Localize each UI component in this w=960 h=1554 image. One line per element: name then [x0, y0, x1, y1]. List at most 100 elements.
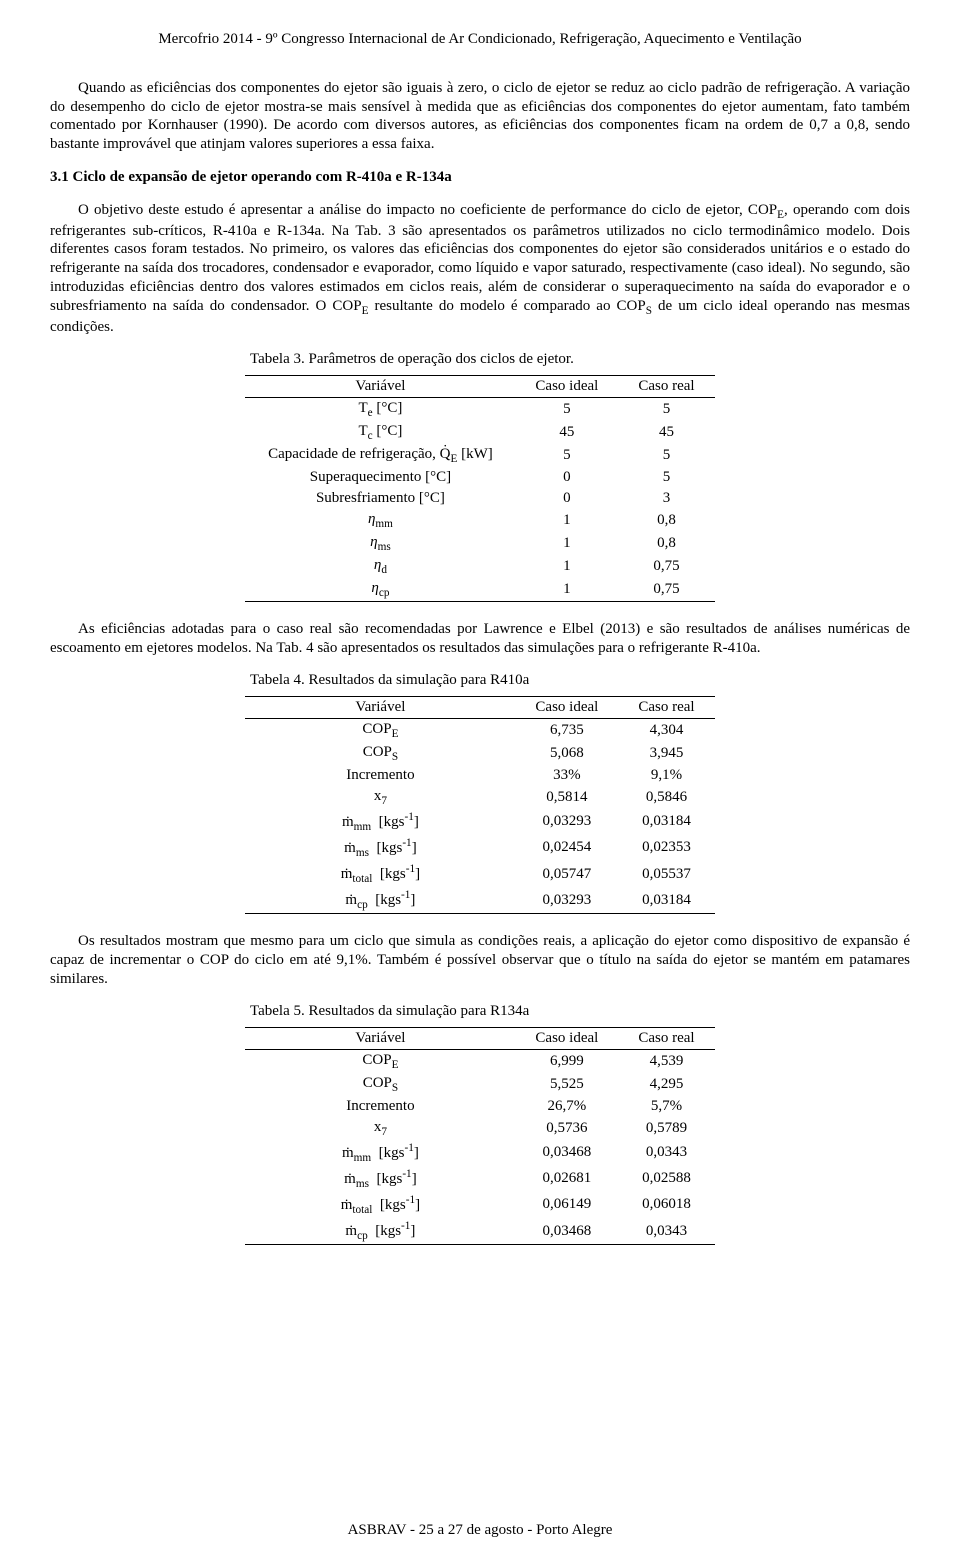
page-header: Mercofrio 2014 - 9º Congresso Internacio…: [50, 30, 910, 49]
table-row: ṁcp [kgs-1]0,032930,03184: [245, 887, 714, 914]
table-cell-real: 4,295: [618, 1073, 714, 1096]
table-cell-ideal: 1: [515, 532, 618, 555]
table5-caption: Tabela 5. Resultados da simulação para R…: [250, 1002, 910, 1021]
table-cell-ideal: 0: [515, 467, 618, 488]
table5-body: COPE6,9994,539COPS5,5254,295Incremento26…: [245, 1049, 714, 1244]
table-cell-ideal: 6,999: [515, 1049, 618, 1073]
table-row: ṁmm [kgs-1]0,034680,0343: [245, 1140, 714, 1166]
table-cell-var: ṁcp [kgs-1]: [245, 887, 515, 914]
table-cell-ideal: 45: [515, 421, 618, 444]
table-row: x70,58140,5846: [245, 786, 714, 809]
table-cell-ideal: 5,525: [515, 1073, 618, 1096]
table-cell-var: ṁms [kgs-1]: [245, 835, 515, 861]
table5-h3: Caso real: [618, 1028, 714, 1050]
table-cell-var: ṁmm [kgs-1]: [245, 809, 515, 835]
table-cell-ideal: 1: [515, 578, 618, 602]
table-cell-real: 0,0343: [618, 1140, 714, 1166]
table3-head: Variável Caso ideal Caso real: [245, 376, 714, 398]
paragraph-2: O objetivo deste estudo é apresentar a a…: [50, 201, 910, 337]
table-row: Incremento26,7%5,7%: [245, 1096, 714, 1117]
table-cell-real: 3,945: [618, 742, 714, 765]
table-cell-real: 5: [618, 397, 714, 421]
table-cell-ideal: 0,02681: [515, 1166, 618, 1192]
table-row: ṁmm [kgs-1]0,032930,03184: [245, 809, 714, 835]
table5: Variável Caso ideal Caso real COPE6,9994…: [245, 1027, 714, 1245]
table-cell-ideal: 0,06149: [515, 1192, 618, 1218]
section-title: 3.1 Ciclo de expansão de ejetor operando…: [50, 168, 910, 187]
table-cell-var: ηd: [245, 555, 515, 578]
table4-h3: Caso real: [618, 697, 714, 719]
table-cell-var: Capacidade de refrigeração, Q̇E [kW]: [245, 444, 515, 467]
table-cell-real: 4,304: [618, 718, 714, 742]
table-cell-var: x7: [245, 1117, 515, 1140]
table-cell-ideal: 0,03293: [515, 887, 618, 914]
paragraph-3: As eficiências adotadas para o caso real…: [50, 620, 910, 658]
table-row: ηmm10,8: [245, 509, 714, 532]
table-cell-real: 5: [618, 467, 714, 488]
sub-e: E: [777, 209, 784, 221]
table-cell-real: 0,8: [618, 509, 714, 532]
table-cell-ideal: 1: [515, 555, 618, 578]
table-cell-real: 0,8: [618, 532, 714, 555]
table3-h3: Caso real: [618, 376, 714, 398]
table-row: Capacidade de refrigeração, Q̇E [kW]55: [245, 444, 714, 467]
table-cell-var: ṁtotal [kgs-1]: [245, 861, 515, 887]
table-cell-real: 0,5789: [618, 1117, 714, 1140]
table3-caption: Tabela 3. Parâmetros de operação dos cic…: [250, 350, 910, 369]
table-cell-var: COPE: [245, 718, 515, 742]
table3-h1: Variável: [245, 376, 515, 398]
table-row: COPS5,0683,945: [245, 742, 714, 765]
table-row: Te [°C]55: [245, 397, 714, 421]
table-cell-var: COPS: [245, 742, 515, 765]
page-footer: ASBRAV - 25 a 27 de agosto - Porto Alegr…: [0, 1521, 960, 1540]
table4-h2: Caso ideal: [515, 697, 618, 719]
table-cell-real: 5: [618, 444, 714, 467]
table5-h1: Variável: [245, 1028, 515, 1050]
table-cell-var: ṁtotal [kgs-1]: [245, 1192, 515, 1218]
table-cell-ideal: 0,02454: [515, 835, 618, 861]
table4-caption: Tabela 4. Resultados da simulação para R…: [250, 671, 910, 690]
table-cell-ideal: 5: [515, 444, 618, 467]
table-cell-real: 0,5846: [618, 786, 714, 809]
table-cell-real: 5,7%: [618, 1096, 714, 1117]
table-cell-var: x7: [245, 786, 515, 809]
table-row: COPS5,5254,295: [245, 1073, 714, 1096]
table-cell-ideal: 0: [515, 488, 618, 509]
table-cell-ideal: 5,068: [515, 742, 618, 765]
table-cell-real: 3: [618, 488, 714, 509]
table-cell-real: 0,03184: [618, 809, 714, 835]
table-row: x70,57360,5789: [245, 1117, 714, 1140]
table4: Variável Caso ideal Caso real COPE6,7354…: [245, 696, 714, 914]
table-row: ṁms [kgs-1]0,024540,02353: [245, 835, 714, 861]
table-cell-ideal: 33%: [515, 765, 618, 786]
table-cell-var: Te [°C]: [245, 397, 515, 421]
table-cell-var: ηcp: [245, 578, 515, 602]
table-row: ṁtotal [kgs-1]0,061490,06018: [245, 1192, 714, 1218]
table-row: Incremento33%9,1%: [245, 765, 714, 786]
table-row: Subresfriamento [°C]03: [245, 488, 714, 509]
table-cell-ideal: 0,03468: [515, 1140, 618, 1166]
table-row: ṁcp [kgs-1]0,034680,0343: [245, 1218, 714, 1245]
table-row: ṁms [kgs-1]0,026810,02588: [245, 1166, 714, 1192]
table-cell-var: ṁms [kgs-1]: [245, 1166, 515, 1192]
table-row: ηcp10,75: [245, 578, 714, 602]
table-cell-var: ṁmm [kgs-1]: [245, 1140, 515, 1166]
table-cell-real: 45: [618, 421, 714, 444]
table4-body: COPE6,7354,304COPS5,0683,945Incremento33…: [245, 718, 714, 913]
table-cell-ideal: 5: [515, 397, 618, 421]
table-cell-real: 0,0343: [618, 1218, 714, 1245]
table-row: Superaquecimento [°C]05: [245, 467, 714, 488]
table-row: ṁtotal [kgs-1]0,057470,05537: [245, 861, 714, 887]
table-cell-var: ηmm: [245, 509, 515, 532]
table-cell-var: Superaquecimento [°C]: [245, 467, 515, 488]
table3-body: Te [°C]55Tc [°C]4545Capacidade de refrig…: [245, 397, 714, 601]
table-cell-real: 0,02353: [618, 835, 714, 861]
table5-h2: Caso ideal: [515, 1028, 618, 1050]
table-cell-var: ηms: [245, 532, 515, 555]
table-row: COPE6,7354,304: [245, 718, 714, 742]
table-cell-var: COPE: [245, 1049, 515, 1073]
table-cell-ideal: 0,5736: [515, 1117, 618, 1140]
paragraph-4: Os resultados mostram que mesmo para um …: [50, 932, 910, 988]
table4-h1: Variável: [245, 697, 515, 719]
table-cell-real: 9,1%: [618, 765, 714, 786]
